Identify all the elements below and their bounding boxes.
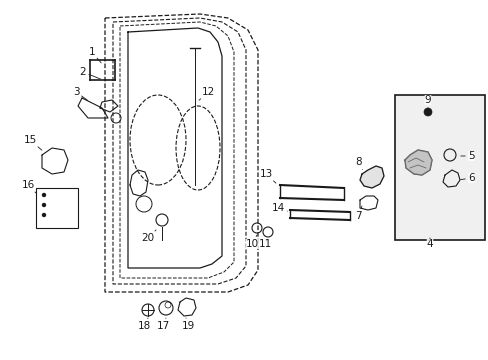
- Text: 20: 20: [141, 230, 156, 243]
- Polygon shape: [359, 166, 383, 188]
- Text: 15: 15: [23, 135, 42, 150]
- Circle shape: [42, 213, 45, 216]
- Text: 7: 7: [354, 206, 361, 221]
- Circle shape: [423, 108, 431, 116]
- Circle shape: [42, 203, 45, 207]
- Text: 19: 19: [181, 318, 194, 331]
- Text: 13: 13: [259, 169, 275, 183]
- Text: 18: 18: [137, 318, 150, 331]
- Text: 3: 3: [73, 87, 87, 100]
- Text: 5: 5: [460, 151, 474, 161]
- Bar: [394, 95, 484, 240]
- Text: 14: 14: [271, 203, 287, 213]
- Text: 9: 9: [424, 95, 430, 108]
- Text: 1: 1: [88, 47, 101, 63]
- Text: 11: 11: [258, 239, 271, 249]
- Text: 6: 6: [460, 173, 474, 183]
- Text: 12: 12: [199, 87, 215, 100]
- Circle shape: [42, 193, 45, 197]
- Bar: [36, 188, 78, 228]
- Text: 8: 8: [355, 157, 362, 170]
- Text: 16: 16: [21, 180, 36, 193]
- Text: 4: 4: [426, 238, 432, 249]
- Text: 2: 2: [80, 67, 100, 79]
- Polygon shape: [404, 150, 431, 175]
- Text: 10: 10: [245, 235, 258, 249]
- Text: 17: 17: [156, 318, 169, 331]
